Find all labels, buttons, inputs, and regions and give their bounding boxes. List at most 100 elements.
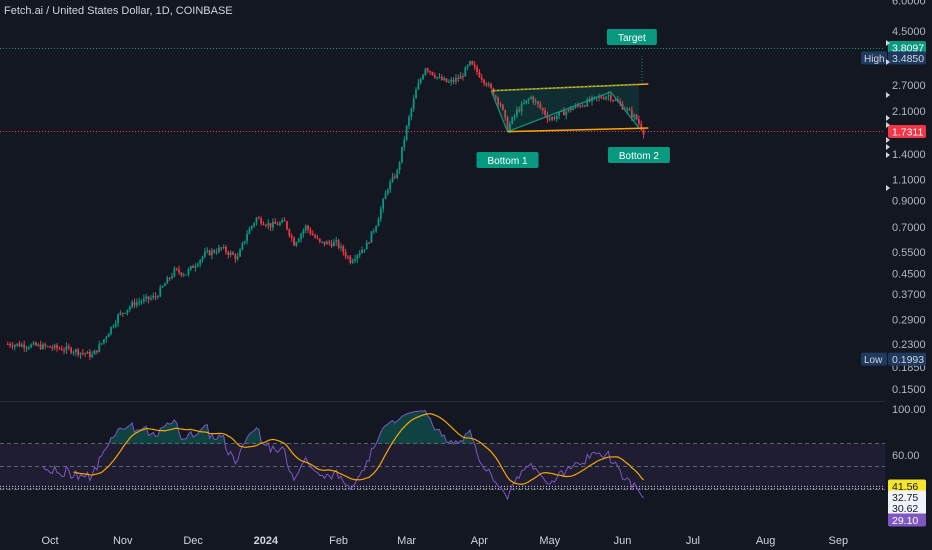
candle-body	[286, 221, 288, 230]
candle-body	[103, 339, 105, 344]
candle-body	[504, 109, 507, 118]
candle-body	[13, 345, 16, 348]
candle-body	[342, 246, 345, 253]
candle-body	[53, 345, 56, 349]
time-tick-label: Dec	[183, 535, 203, 547]
high-marker-label: High	[864, 54, 885, 65]
candle-body	[579, 105, 582, 107]
candle-body	[300, 233, 302, 240]
price-tick-label: 2.1000	[892, 106, 926, 118]
rsi-overbought-fill	[169, 423, 173, 444]
candle-body	[473, 64, 476, 67]
candle-body	[96, 350, 98, 353]
rsi-overbought-fill	[118, 428, 121, 444]
candle-body	[290, 235, 293, 238]
candle-body	[527, 99, 530, 101]
rsi-overbought-fill	[383, 425, 386, 444]
candle-body	[626, 109, 629, 111]
time-tick-label: Sep	[829, 535, 849, 547]
annotation-label: Target	[618, 33, 646, 44]
pattern-zigzag	[490, 90, 640, 133]
candle-body	[347, 256, 349, 258]
candle-body	[274, 221, 277, 224]
annotation-bottom-2: Bottom 2	[607, 147, 670, 163]
candle-body	[581, 105, 584, 107]
price-tick-label: 0.1500	[892, 384, 926, 396]
rsi-overbought-fill	[132, 423, 135, 444]
candle-body	[612, 100, 615, 102]
rsi-overbought-fill	[183, 438, 187, 444]
candle-body	[187, 269, 190, 275]
rsi-overbought-fill	[408, 412, 412, 444]
candle-body	[58, 348, 61, 350]
candle-body	[419, 79, 422, 84]
candle-body	[328, 241, 331, 244]
candle-body	[220, 247, 223, 249]
candle-body	[598, 96, 600, 98]
time-tick-label: Jul	[686, 535, 700, 547]
candle-body	[124, 313, 126, 315]
candle-body	[126, 309, 129, 314]
candle-body	[548, 118, 551, 120]
candle-body	[257, 217, 260, 219]
candle-body	[584, 105, 586, 107]
rsi-overbought-fill	[209, 434, 212, 444]
rsi-overbought-fill	[423, 410, 426, 444]
candle-body	[450, 79, 453, 82]
rsi-overbought-fill	[427, 416, 431, 444]
candle-body	[307, 225, 309, 230]
candle-body	[279, 222, 281, 226]
candle-body	[494, 95, 497, 98]
time-tick-label: Nov	[113, 535, 133, 547]
candle-body	[471, 61, 474, 65]
rsi-overbought-fill	[394, 420, 398, 444]
candle-body	[511, 117, 514, 124]
candle-body	[525, 100, 528, 104]
rsi-overbought-fill	[111, 437, 114, 444]
candle-body	[318, 238, 321, 242]
candle-body	[18, 343, 21, 347]
candle-body	[499, 103, 502, 105]
rsi-overbought-fill	[216, 435, 219, 444]
candle-body	[67, 346, 70, 348]
candle-body	[302, 230, 305, 234]
candle-body	[208, 250, 211, 256]
candle-body	[44, 344, 47, 347]
candle-body	[49, 346, 51, 348]
candle-body	[384, 193, 387, 200]
candle-body	[401, 146, 403, 163]
rsi-overbought-fill	[404, 413, 407, 444]
candle-body	[166, 277, 169, 284]
candle-body	[628, 109, 631, 111]
candle-body	[42, 344, 44, 350]
candle-body	[562, 110, 565, 116]
axis-marker-arrow	[886, 115, 890, 121]
annotation-label: Bottom 1	[488, 156, 528, 167]
candle-body	[276, 223, 279, 226]
candle-body	[81, 352, 84, 354]
candle-body	[520, 103, 523, 112]
candle-body	[459, 75, 462, 80]
pattern-fill	[491, 83, 639, 132]
candle-body	[447, 81, 450, 83]
candle-body	[171, 275, 173, 279]
candle-body	[551, 117, 554, 120]
candle-body	[159, 287, 162, 297]
time-tick-label: Mar	[397, 535, 416, 547]
rsi-badge-3-bg	[888, 513, 926, 527]
candle-body	[429, 71, 431, 73]
candle-body	[501, 104, 504, 110]
candle-body	[203, 251, 206, 257]
candle-body	[105, 337, 108, 340]
candle-body	[377, 219, 380, 227]
candle-body	[262, 223, 265, 225]
rsi-overbought-fill	[157, 428, 161, 444]
candle-body	[11, 345, 14, 348]
low-marker-value-bg	[888, 352, 926, 366]
candle-body	[98, 344, 101, 353]
rsi-overbought-fill	[418, 411, 421, 444]
axis-marker-arrow	[886, 122, 890, 128]
candle-body	[466, 65, 469, 68]
rsi-overbought-fill	[254, 427, 257, 444]
